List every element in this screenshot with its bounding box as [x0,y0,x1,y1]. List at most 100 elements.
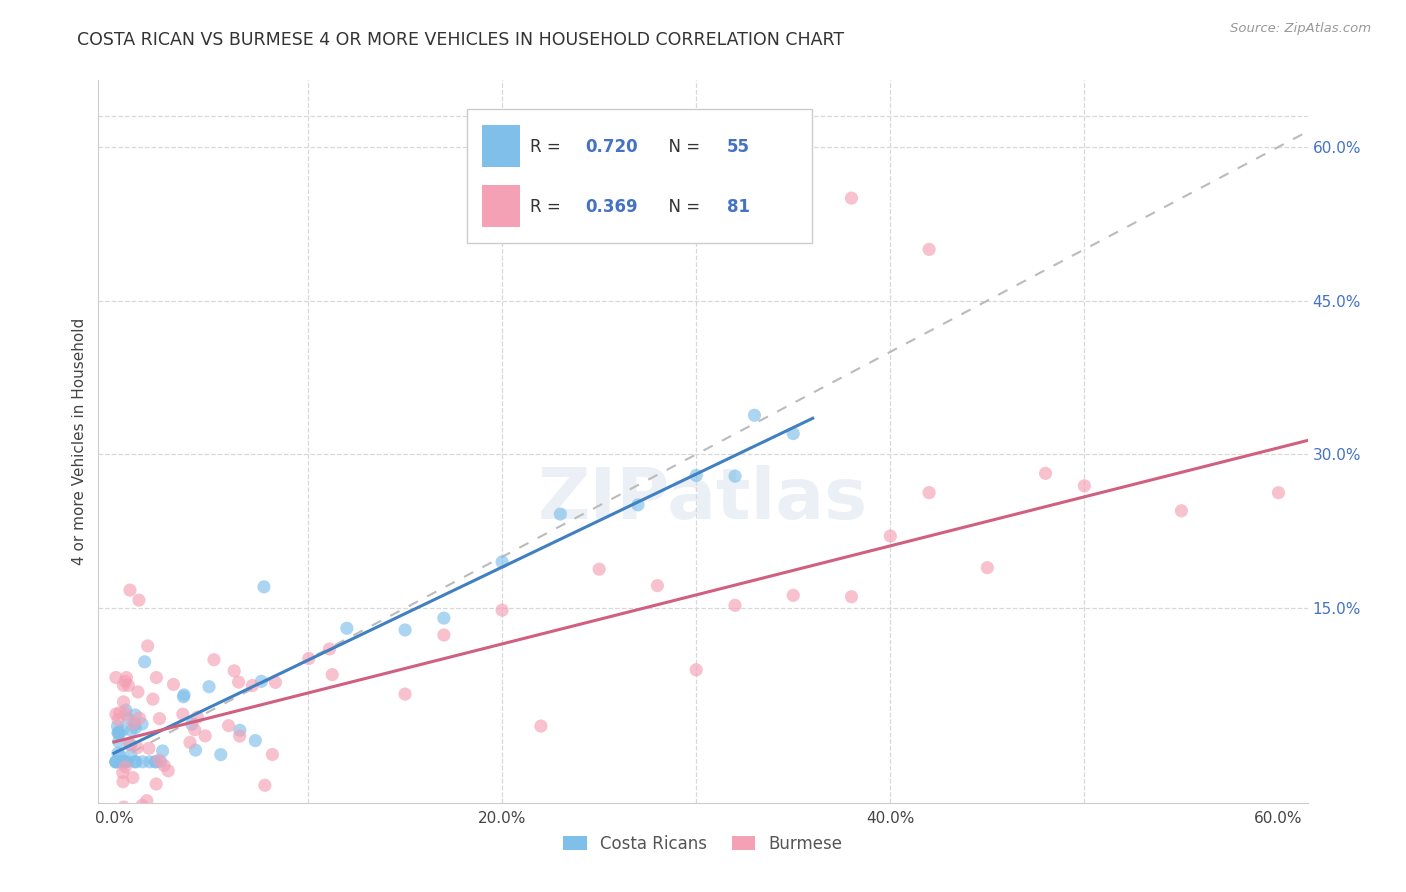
Text: 55: 55 [727,137,751,156]
Burmese [183,723,205,737]
Burmese [298,651,321,665]
Burmese [918,243,941,257]
Costa Ricans [124,721,146,735]
Costa Ricans [115,703,138,717]
Y-axis label: 4 or more Vehicles in Household: 4 or more Vehicles in Household [72,318,87,566]
Burmese [114,706,136,721]
Burmese [117,678,139,692]
Burmese [118,738,141,752]
Costa Ricans [744,409,766,423]
Burmese [107,713,129,727]
Burmese [112,800,135,814]
Burmese [114,760,136,774]
Burmese [162,677,184,691]
Burmese [224,664,246,678]
Burmese [128,711,150,725]
Costa Ricans [229,723,252,738]
Burmese [148,712,170,726]
Burmese [148,753,170,767]
Costa Ricans [124,708,146,723]
Costa Ricans [107,746,129,760]
Burmese [976,560,998,574]
Costa Ricans [139,755,162,769]
Costa Ricans [120,748,142,763]
Text: 81: 81 [727,198,751,216]
Burmese [104,671,127,685]
Burmese [104,805,127,820]
Burmese [138,805,160,820]
Costa Ricans [433,611,456,625]
FancyBboxPatch shape [482,185,520,227]
Costa Ricans [253,580,276,594]
Burmese [321,667,343,681]
Costa Ricans [131,755,153,769]
Costa Ricans [120,738,142,752]
Costa Ricans [111,755,134,769]
Costa Ricans [491,555,513,569]
Burmese [1267,485,1289,500]
Burmese [145,777,167,791]
Burmese [202,653,225,667]
Burmese [588,562,610,576]
Costa Ricans [107,725,129,739]
Costa Ricans [114,755,136,769]
Costa Ricans [149,755,172,769]
Costa Ricans [108,747,131,762]
Costa Ricans [627,498,650,512]
Text: R =: R = [530,137,567,156]
Costa Ricans [107,726,129,740]
FancyBboxPatch shape [482,125,520,167]
Burmese [122,716,145,731]
Costa Ricans [394,623,416,637]
Costa Ricans [336,621,359,635]
Burmese [128,593,150,607]
Costa Ricans [152,744,174,758]
Costa Ricans [724,469,747,483]
Burmese [228,729,250,743]
Costa Ricans [111,723,134,738]
Burmese [194,729,217,743]
Burmese [179,735,201,749]
Burmese [125,805,148,820]
Costa Ricans [209,747,232,762]
Burmese [1364,567,1386,582]
FancyBboxPatch shape [467,109,811,243]
Burmese [647,579,669,593]
Burmese [685,663,707,677]
Costa Ricans [131,717,153,731]
Burmese [250,805,273,820]
Burmese [117,805,139,819]
Costa Ricans [104,755,127,769]
Burmese [918,485,941,500]
Costa Ricans [145,755,167,769]
Burmese [264,675,287,690]
Burmese [111,765,134,780]
Burmese [724,599,747,613]
Costa Ricans [117,712,139,726]
Costa Ricans [111,755,134,769]
Costa Ricans [184,743,207,757]
Costa Ricans [115,755,138,769]
Burmese [433,628,456,642]
Burmese [112,695,135,709]
Burmese [108,706,131,720]
Costa Ricans [104,755,127,769]
Burmese [138,741,160,756]
Burmese [121,771,143,785]
Burmese [172,707,194,722]
Text: COSTA RICAN VS BURMESE 4 OR MORE VEHICLES IN HOUSEHOLD CORRELATION CHART: COSTA RICAN VS BURMESE 4 OR MORE VEHICLE… [77,31,845,49]
Burmese [107,805,129,820]
Burmese [491,603,513,617]
Burmese [253,778,276,792]
Burmese [1073,479,1095,493]
Burmese [114,674,136,689]
Burmese [218,718,240,732]
Burmese [127,685,149,699]
Text: N =: N = [658,137,706,156]
Burmese [108,805,131,820]
Costa Ricans [110,755,132,769]
Costa Ricans [124,755,146,769]
Burmese [131,798,153,813]
Burmese [142,692,165,706]
Text: 0.720: 0.720 [586,137,638,156]
